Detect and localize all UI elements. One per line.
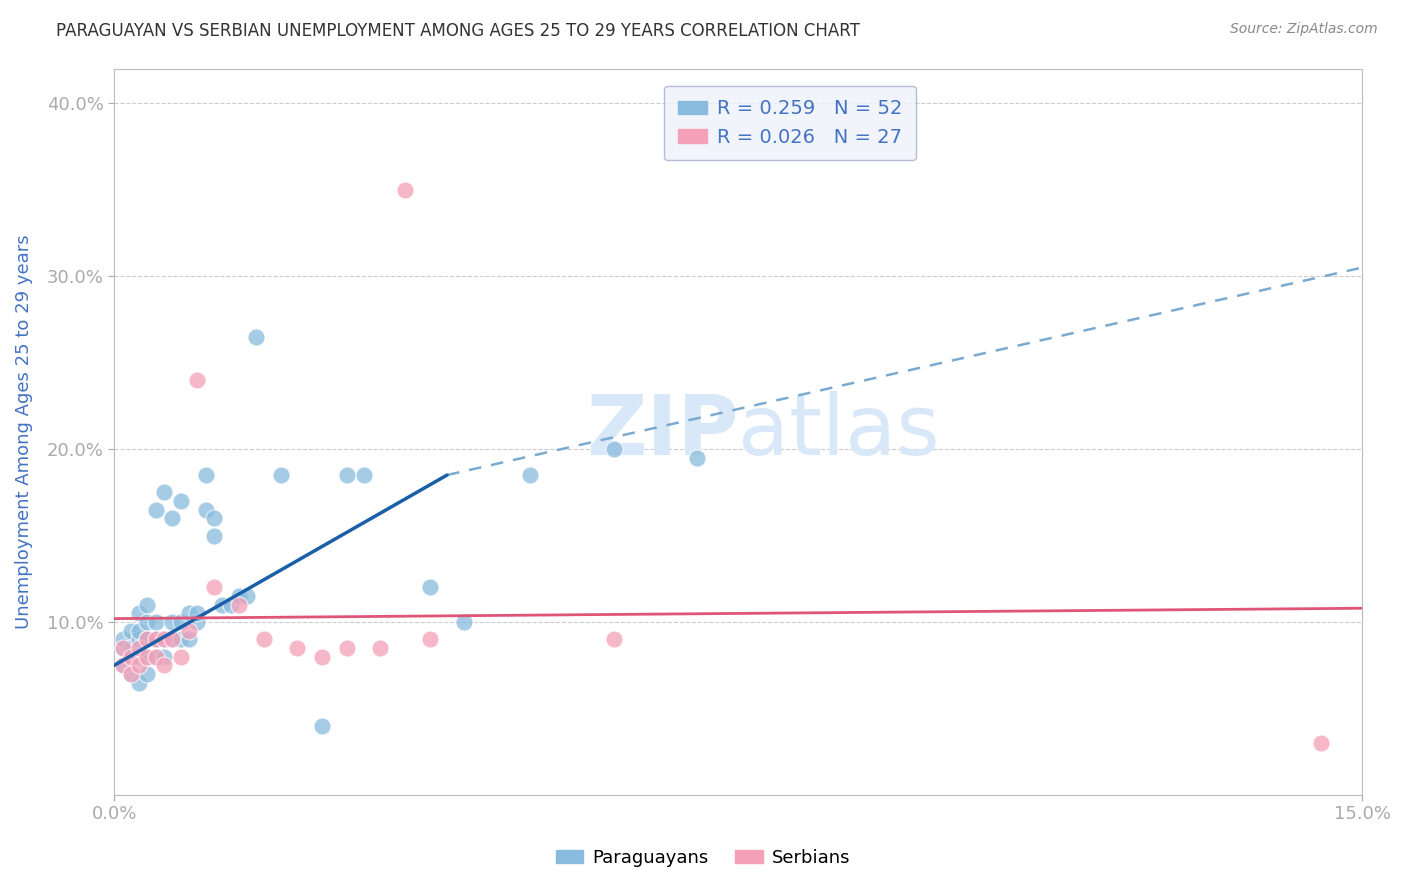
Point [419, 581, 441, 595]
Text: PARAGUAYAN VS SERBIAN UNEMPLOYMENT AMONG AGES 25 TO 29 YEARS CORRELATION CHART: PARAGUAYAN VS SERBIAN UNEMPLOYMENT AMONG… [56, 22, 860, 40]
Point [353, 468, 375, 483]
Point [602, 632, 624, 647]
Point [186, 373, 208, 387]
Point [153, 632, 176, 647]
Point [245, 329, 267, 343]
Point [253, 632, 276, 647]
Point [145, 649, 167, 664]
Point [602, 442, 624, 456]
Point [136, 649, 159, 664]
Point [1309, 736, 1331, 750]
Point [153, 485, 176, 500]
Point [111, 632, 134, 647]
Point [170, 494, 193, 508]
Point [111, 640, 134, 655]
Point [194, 502, 217, 516]
Point [136, 615, 159, 629]
Point [120, 649, 142, 664]
Point [136, 632, 159, 647]
Point [311, 719, 333, 733]
Point [202, 581, 225, 595]
Point [136, 598, 159, 612]
Point [202, 511, 225, 525]
Point [136, 632, 159, 647]
Point [145, 649, 167, 664]
Point [453, 615, 475, 629]
Point [120, 667, 142, 681]
Point [186, 615, 208, 629]
Point [162, 615, 184, 629]
Point [519, 468, 541, 483]
Point [111, 658, 134, 673]
Point [145, 615, 167, 629]
Point [162, 511, 184, 525]
Point [145, 502, 167, 516]
Point [686, 450, 709, 465]
Point [370, 640, 392, 655]
Point [177, 624, 200, 638]
Point [120, 624, 142, 638]
Point [120, 649, 142, 664]
Point [177, 607, 200, 621]
Point [228, 589, 250, 603]
Text: Source: ZipAtlas.com: Source: ZipAtlas.com [1230, 22, 1378, 37]
Point [285, 640, 308, 655]
Point [336, 468, 359, 483]
Point [162, 632, 184, 647]
Point [170, 615, 193, 629]
Legend: Paraguayans, Serbians: Paraguayans, Serbians [548, 842, 858, 874]
Point [228, 598, 250, 612]
Point [153, 632, 176, 647]
Point [128, 607, 150, 621]
Point [170, 632, 193, 647]
Point [311, 649, 333, 664]
Text: atlas: atlas [738, 392, 941, 472]
Point [120, 667, 142, 681]
Point [145, 632, 167, 647]
Point [177, 632, 200, 647]
Point [128, 624, 150, 638]
Point [162, 632, 184, 647]
Point [194, 468, 217, 483]
Point [153, 658, 176, 673]
Point [270, 468, 292, 483]
Point [128, 675, 150, 690]
Point [111, 658, 134, 673]
Point [128, 649, 150, 664]
Point [219, 598, 242, 612]
Point [111, 640, 134, 655]
Point [236, 589, 259, 603]
Point [136, 667, 159, 681]
Point [419, 632, 441, 647]
Point [202, 528, 225, 542]
Point [145, 632, 167, 647]
Point [186, 607, 208, 621]
Point [120, 640, 142, 655]
Point [336, 640, 359, 655]
Point [394, 183, 416, 197]
Point [128, 632, 150, 647]
Point [136, 649, 159, 664]
Point [128, 640, 150, 655]
Y-axis label: Unemployment Among Ages 25 to 29 years: Unemployment Among Ages 25 to 29 years [15, 235, 32, 629]
Point [153, 649, 176, 664]
Point [170, 649, 193, 664]
Legend: R = 0.259   N = 52, R = 0.026   N = 27: R = 0.259 N = 52, R = 0.026 N = 27 [665, 86, 915, 161]
Point [128, 658, 150, 673]
Point [211, 598, 233, 612]
Text: ZIP: ZIP [586, 392, 738, 472]
